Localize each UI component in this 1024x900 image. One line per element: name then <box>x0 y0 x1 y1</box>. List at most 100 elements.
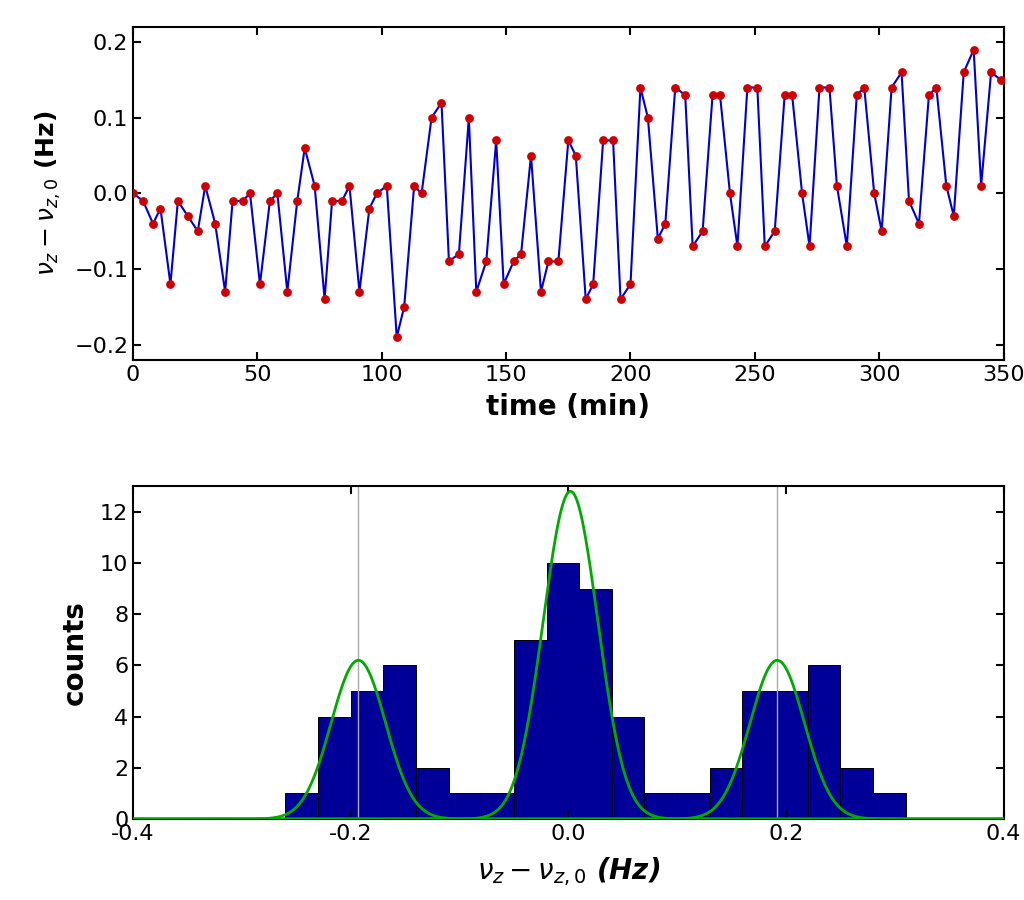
Point <box>684 239 700 254</box>
Point <box>623 277 639 292</box>
Point <box>694 224 711 238</box>
Point <box>794 186 810 201</box>
Point <box>280 284 296 299</box>
Point <box>928 80 944 94</box>
Point <box>776 88 793 103</box>
Point <box>884 80 900 94</box>
Point <box>560 133 577 148</box>
Point <box>945 209 962 223</box>
Point <box>649 231 666 246</box>
Point <box>478 255 495 269</box>
Point <box>722 186 738 201</box>
Point <box>901 194 918 208</box>
Point <box>451 247 467 261</box>
Point <box>612 292 629 307</box>
Point <box>750 80 766 94</box>
Point <box>224 194 241 208</box>
Point <box>712 88 728 103</box>
Point <box>179 209 196 223</box>
Bar <box>841 768 872 819</box>
Point <box>468 284 484 299</box>
Point <box>488 133 505 148</box>
Point <box>856 80 872 94</box>
Point <box>513 247 529 261</box>
Point <box>657 216 674 230</box>
Point <box>324 194 340 208</box>
Point <box>873 224 890 238</box>
Point <box>144 216 161 230</box>
Bar <box>449 794 481 819</box>
Point <box>595 133 611 148</box>
Point <box>162 277 178 292</box>
Point <box>632 80 648 94</box>
Point <box>729 239 745 254</box>
Point <box>406 178 422 193</box>
Point <box>461 111 477 125</box>
Point <box>189 224 206 238</box>
Bar <box>872 794 905 819</box>
Point <box>839 239 855 254</box>
Point <box>396 300 413 314</box>
Bar <box>808 665 841 819</box>
Bar <box>318 716 350 819</box>
Point <box>973 178 989 193</box>
Bar <box>514 640 547 819</box>
Point <box>135 194 152 208</box>
Y-axis label: $\nu_z - \nu_{z,0}$ (Hz): $\nu_z - \nu_{z,0}$ (Hz) <box>34 111 63 276</box>
Bar <box>416 768 449 819</box>
Point <box>866 186 883 201</box>
Point <box>640 111 656 125</box>
Point <box>433 95 450 110</box>
Bar <box>644 794 677 819</box>
Bar <box>775 691 808 819</box>
Point <box>767 224 783 238</box>
Point <box>541 255 557 269</box>
Point <box>893 65 909 79</box>
Point <box>351 284 368 299</box>
Point <box>316 292 333 307</box>
Point <box>125 186 141 201</box>
Point <box>414 186 430 201</box>
Bar <box>677 794 710 819</box>
Bar <box>710 768 742 819</box>
Point <box>921 88 937 103</box>
Y-axis label: counts: counts <box>60 600 89 705</box>
Point <box>207 216 223 230</box>
Point <box>440 255 457 269</box>
Point <box>361 202 378 216</box>
Bar <box>481 794 514 819</box>
Point <box>550 255 566 269</box>
Point <box>388 330 404 345</box>
Point <box>379 178 395 193</box>
Bar <box>742 691 775 819</box>
Bar <box>547 563 580 819</box>
X-axis label: time (min): time (min) <box>486 393 650 421</box>
Point <box>197 178 213 193</box>
Point <box>739 80 756 94</box>
Point <box>802 239 818 254</box>
Point <box>784 88 801 103</box>
Point <box>677 88 693 103</box>
Point <box>369 186 385 201</box>
Point <box>289 194 305 208</box>
Bar <box>611 716 644 819</box>
Point <box>153 202 169 216</box>
Point <box>757 239 773 254</box>
Point <box>828 178 845 193</box>
Point <box>234 194 251 208</box>
Point <box>242 186 258 201</box>
Point <box>983 65 999 79</box>
Point <box>605 133 622 148</box>
Point <box>585 277 601 292</box>
Point <box>966 42 982 57</box>
Point <box>170 194 186 208</box>
Point <box>262 194 279 208</box>
Point <box>217 284 233 299</box>
Point <box>532 284 549 299</box>
Point <box>578 292 594 307</box>
Point <box>423 111 439 125</box>
Point <box>252 277 268 292</box>
Point <box>496 277 512 292</box>
Point <box>955 65 972 79</box>
Bar <box>286 794 318 819</box>
